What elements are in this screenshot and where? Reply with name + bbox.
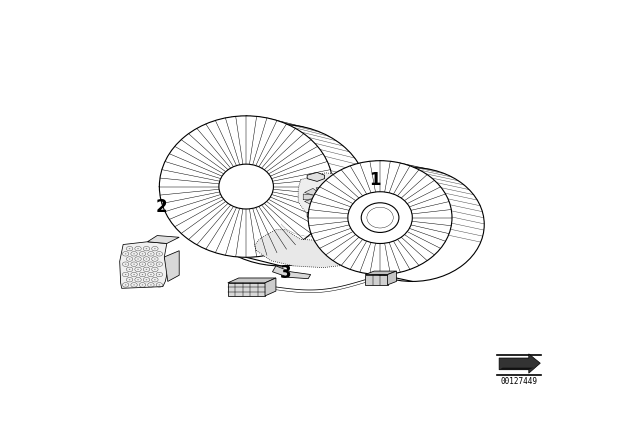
Circle shape xyxy=(159,284,160,285)
Polygon shape xyxy=(303,194,322,200)
Circle shape xyxy=(133,253,135,254)
Ellipse shape xyxy=(159,116,333,257)
Polygon shape xyxy=(265,278,276,296)
Circle shape xyxy=(154,258,156,259)
Circle shape xyxy=(137,269,139,270)
Ellipse shape xyxy=(361,203,399,233)
Circle shape xyxy=(129,258,131,259)
Circle shape xyxy=(129,269,131,270)
Polygon shape xyxy=(164,251,179,281)
Text: 1: 1 xyxy=(369,171,381,189)
Text: 3: 3 xyxy=(280,264,292,282)
Polygon shape xyxy=(365,271,396,275)
Polygon shape xyxy=(228,283,265,296)
Circle shape xyxy=(129,279,131,280)
Circle shape xyxy=(137,258,139,259)
Circle shape xyxy=(159,263,160,265)
Polygon shape xyxy=(499,354,540,373)
Polygon shape xyxy=(499,368,534,370)
Circle shape xyxy=(137,279,139,280)
Polygon shape xyxy=(120,242,168,289)
Polygon shape xyxy=(322,194,341,200)
Polygon shape xyxy=(316,197,328,206)
Polygon shape xyxy=(316,188,328,197)
Circle shape xyxy=(146,269,147,270)
Circle shape xyxy=(150,253,152,254)
Polygon shape xyxy=(388,271,396,285)
Polygon shape xyxy=(365,275,388,285)
Circle shape xyxy=(141,274,143,275)
Circle shape xyxy=(146,248,147,249)
Circle shape xyxy=(129,248,131,249)
Ellipse shape xyxy=(340,168,484,281)
Polygon shape xyxy=(228,278,276,283)
Polygon shape xyxy=(147,236,179,244)
Circle shape xyxy=(159,253,160,254)
Circle shape xyxy=(125,253,127,254)
Circle shape xyxy=(141,253,143,254)
Ellipse shape xyxy=(219,164,273,209)
Ellipse shape xyxy=(308,161,452,275)
Circle shape xyxy=(125,263,127,265)
Circle shape xyxy=(146,279,147,280)
Circle shape xyxy=(141,263,143,265)
Polygon shape xyxy=(305,188,323,198)
Circle shape xyxy=(159,274,160,275)
Circle shape xyxy=(154,269,156,270)
Polygon shape xyxy=(307,210,324,220)
Text: 2: 2 xyxy=(156,198,168,216)
Circle shape xyxy=(141,284,143,285)
Polygon shape xyxy=(273,266,310,279)
Text: 00127449: 00127449 xyxy=(500,377,538,386)
Polygon shape xyxy=(321,196,340,206)
Circle shape xyxy=(125,284,127,285)
Circle shape xyxy=(154,279,156,280)
Polygon shape xyxy=(255,230,372,267)
Circle shape xyxy=(146,258,147,259)
Circle shape xyxy=(150,274,152,275)
Circle shape xyxy=(154,248,156,249)
Polygon shape xyxy=(298,173,360,218)
Circle shape xyxy=(133,274,135,275)
Polygon shape xyxy=(305,196,323,206)
Ellipse shape xyxy=(348,192,412,244)
Polygon shape xyxy=(307,172,324,181)
Circle shape xyxy=(125,274,127,275)
Circle shape xyxy=(133,263,135,265)
Polygon shape xyxy=(321,188,340,198)
Ellipse shape xyxy=(317,194,328,200)
Circle shape xyxy=(150,263,152,265)
Circle shape xyxy=(133,284,135,285)
Circle shape xyxy=(137,248,139,249)
Ellipse shape xyxy=(194,125,368,266)
Circle shape xyxy=(150,284,152,285)
